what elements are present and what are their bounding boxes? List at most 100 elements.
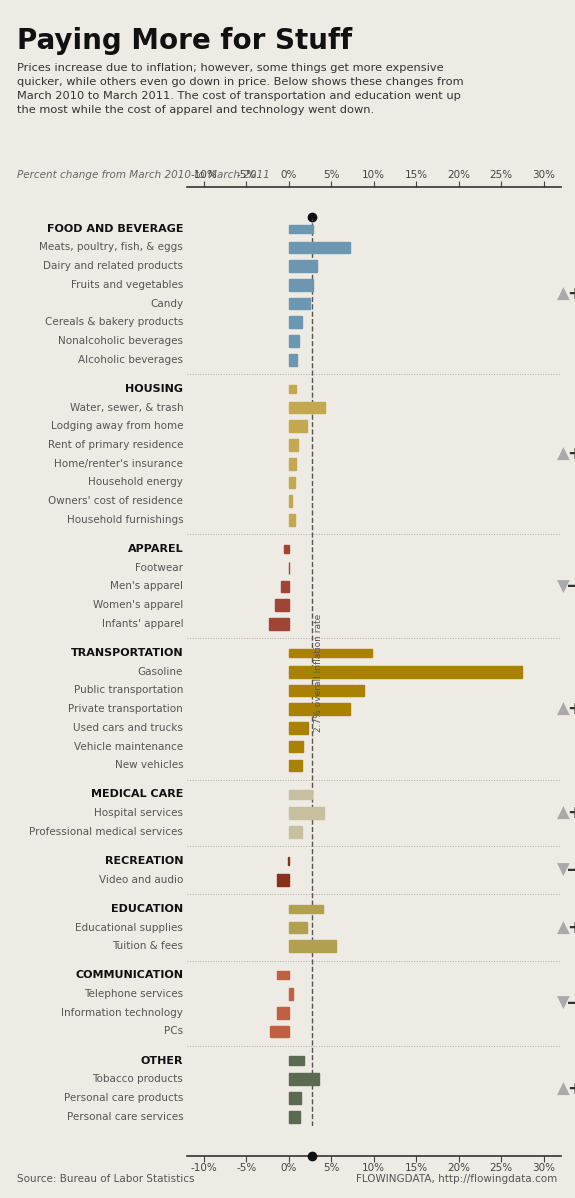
- Text: +2.8%: +2.8%: [567, 285, 575, 303]
- Bar: [289, 827, 301, 837]
- Bar: [289, 316, 301, 328]
- Bar: [277, 972, 289, 979]
- Text: Information technology: Information technology: [62, 1008, 183, 1018]
- Text: Video and audio: Video and audio: [99, 875, 183, 885]
- Text: Tobacco products: Tobacco products: [93, 1075, 183, 1084]
- Text: Personal care products: Personal care products: [64, 1093, 183, 1103]
- Bar: [289, 1093, 301, 1103]
- Bar: [289, 703, 350, 715]
- Text: COMMUNICATION: COMMUNICATION: [75, 970, 183, 980]
- Text: New vehicles: New vehicles: [114, 761, 183, 770]
- Text: Nonalcoholic beverages: Nonalcoholic beverages: [58, 335, 183, 346]
- Text: Used cars and trucks: Used cars and trucks: [73, 722, 183, 733]
- Text: –1.4%: –1.4%: [567, 994, 575, 1012]
- Text: Prices increase due to inflation; however, some things get more expensive
quicke: Prices increase due to inflation; howeve…: [17, 63, 464, 115]
- Text: HOUSING: HOUSING: [125, 383, 183, 394]
- Bar: [289, 807, 324, 819]
- Text: APPAREL: APPAREL: [128, 544, 183, 553]
- Text: ▲: ▲: [557, 700, 570, 719]
- Text: Footwear: Footwear: [135, 563, 183, 573]
- Bar: [289, 385, 296, 393]
- Text: Hospital services: Hospital services: [94, 809, 183, 818]
- Text: PCs: PCs: [164, 1027, 183, 1036]
- Text: TRANSPORTATION: TRANSPORTATION: [71, 648, 183, 658]
- Text: Vehicle maintenance: Vehicle maintenance: [74, 742, 183, 751]
- Bar: [289, 242, 350, 253]
- Text: Candy: Candy: [150, 298, 183, 309]
- Bar: [277, 1008, 289, 1018]
- Text: Gasoline: Gasoline: [138, 667, 183, 677]
- Text: RECREATION: RECREATION: [105, 857, 183, 866]
- Text: Men's apparel: Men's apparel: [110, 581, 183, 592]
- Bar: [289, 514, 295, 526]
- Text: Percent change from March 2010 to March 2011: Percent change from March 2010 to March …: [17, 170, 270, 181]
- Bar: [289, 722, 308, 733]
- Bar: [283, 545, 289, 553]
- Bar: [288, 857, 289, 865]
- Text: +9.8%: +9.8%: [567, 700, 575, 719]
- Text: ▼: ▼: [557, 577, 570, 595]
- Text: Women's apparel: Women's apparel: [93, 600, 183, 610]
- Bar: [289, 740, 303, 752]
- Text: ▼: ▼: [557, 994, 570, 1012]
- Bar: [289, 904, 323, 913]
- Text: Owners' cost of residence: Owners' cost of residence: [48, 496, 183, 507]
- Text: +2.7%: +2.7%: [567, 804, 575, 822]
- Text: –0.6%: –0.6%: [567, 577, 575, 595]
- Text: ▲: ▲: [557, 804, 570, 822]
- Bar: [289, 224, 313, 232]
- Bar: [289, 279, 313, 291]
- Bar: [289, 420, 308, 432]
- Bar: [289, 496, 292, 507]
- Text: MEDICAL CARE: MEDICAL CARE: [91, 789, 183, 799]
- Text: EDUCATION: EDUCATION: [111, 903, 183, 914]
- Bar: [289, 440, 298, 450]
- Text: +4.0%: +4.0%: [567, 919, 575, 937]
- Bar: [289, 921, 308, 933]
- Bar: [289, 1057, 304, 1065]
- Text: Infants' apparel: Infants' apparel: [102, 619, 183, 629]
- Bar: [289, 1111, 300, 1123]
- Text: Water, sewer, & trash: Water, sewer, & trash: [70, 403, 183, 412]
- Text: Alcoholic beverages: Alcoholic beverages: [78, 355, 183, 364]
- Text: Professional medical services: Professional medical services: [29, 827, 183, 837]
- Bar: [289, 335, 299, 347]
- Text: FLOWINGDATA, http://flowingdata.com: FLOWINGDATA, http://flowingdata.com: [356, 1174, 558, 1184]
- Text: ▲: ▲: [557, 285, 570, 303]
- Bar: [289, 1073, 319, 1085]
- Text: Tuition & fees: Tuition & fees: [112, 942, 183, 951]
- Text: ▲: ▲: [557, 1079, 570, 1097]
- Bar: [289, 401, 325, 413]
- Text: +0.8%: +0.8%: [567, 446, 575, 464]
- Text: Home/renter's insurance: Home/renter's insurance: [54, 459, 183, 468]
- Text: Telephone services: Telephone services: [84, 990, 183, 999]
- Bar: [275, 599, 289, 611]
- Text: Household energy: Household energy: [89, 478, 183, 488]
- Text: 2.7% overall inflation rate: 2.7% overall inflation rate: [315, 613, 323, 732]
- Text: Household furnishings: Household furnishings: [67, 515, 183, 525]
- Bar: [289, 988, 293, 1000]
- Bar: [270, 1025, 289, 1037]
- Text: Rent of primary residence: Rent of primary residence: [48, 440, 183, 450]
- Text: FOOD AND BEVERAGE: FOOD AND BEVERAGE: [47, 224, 183, 234]
- Text: Educational supplies: Educational supplies: [75, 922, 183, 932]
- Bar: [289, 760, 301, 772]
- Text: Private transportation: Private transportation: [68, 704, 183, 714]
- Text: Fruits and vegetables: Fruits and vegetables: [71, 280, 183, 290]
- Text: Personal care services: Personal care services: [67, 1112, 183, 1121]
- Text: Paying More for Stuff: Paying More for Stuff: [17, 26, 352, 55]
- Bar: [289, 353, 297, 365]
- Text: +1.8%: +1.8%: [567, 1079, 575, 1097]
- Text: ▼: ▼: [557, 861, 570, 879]
- Bar: [289, 649, 372, 657]
- Bar: [289, 458, 297, 470]
- Text: ▲: ▲: [557, 919, 570, 937]
- Text: Public transportation: Public transportation: [74, 685, 183, 696]
- Text: –0.1%: –0.1%: [567, 861, 575, 879]
- Bar: [289, 260, 317, 272]
- Bar: [289, 298, 310, 309]
- Text: Dairy and related products: Dairy and related products: [43, 261, 183, 271]
- Text: Lodging away from home: Lodging away from home: [51, 422, 183, 431]
- Bar: [289, 791, 312, 799]
- Bar: [289, 477, 295, 489]
